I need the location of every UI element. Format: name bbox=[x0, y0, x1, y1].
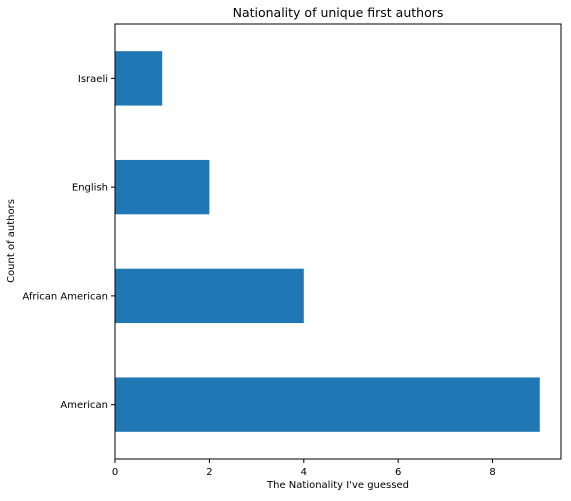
x-tick-label: 0 bbox=[112, 467, 118, 478]
y-ticks-group: American African American English Israeli bbox=[22, 74, 115, 411]
bar-african-american bbox=[115, 268, 304, 324]
y-tick-label: American bbox=[60, 400, 108, 411]
bar-israeli bbox=[115, 51, 163, 106]
x-tick-label: 2 bbox=[206, 467, 212, 478]
bar-english bbox=[115, 159, 210, 215]
plot-frame bbox=[114, 23, 562, 460]
x-ticks-group: 0 2 4 6 8 bbox=[112, 459, 496, 478]
x-tick-label: 8 bbox=[489, 467, 495, 478]
y-axis-label: Count of authors bbox=[6, 199, 17, 283]
bar-american bbox=[115, 377, 540, 432]
y-tick-label: African American bbox=[22, 291, 108, 302]
y-tick-label: Israeli bbox=[78, 74, 108, 85]
x-tick-label: 4 bbox=[301, 467, 307, 478]
bars-group bbox=[115, 51, 540, 432]
y-tick-label: English bbox=[72, 183, 108, 194]
x-tick-label: 6 bbox=[395, 467, 401, 478]
chart-title: Nationality of unique first authors bbox=[233, 5, 444, 20]
x-axis-label: The Nationality I've guessed bbox=[266, 480, 409, 491]
